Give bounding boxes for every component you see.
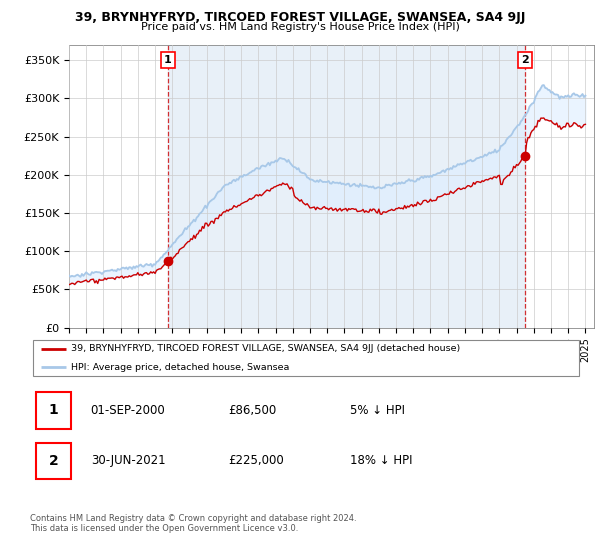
Text: 2: 2 — [521, 55, 529, 65]
Text: 18% ↓ HPI: 18% ↓ HPI — [350, 454, 413, 468]
Text: Price paid vs. HM Land Registry's House Price Index (HPI): Price paid vs. HM Land Registry's House … — [140, 22, 460, 32]
Text: 1: 1 — [49, 403, 59, 418]
Text: 1: 1 — [164, 55, 172, 65]
Text: 39, BRYNHYFRYD, TIRCOED FOREST VILLAGE, SWANSEA, SA4 9JJ (detached house): 39, BRYNHYFRYD, TIRCOED FOREST VILLAGE, … — [71, 344, 461, 353]
Text: 5% ↓ HPI: 5% ↓ HPI — [350, 404, 405, 417]
Text: 30-JUN-2021: 30-JUN-2021 — [91, 454, 166, 468]
FancyBboxPatch shape — [33, 340, 579, 376]
Text: 01-SEP-2000: 01-SEP-2000 — [91, 404, 166, 417]
Text: £225,000: £225,000 — [229, 454, 284, 468]
FancyBboxPatch shape — [35, 392, 71, 429]
Text: Contains HM Land Registry data © Crown copyright and database right 2024.
This d: Contains HM Land Registry data © Crown c… — [30, 514, 356, 534]
Text: 2: 2 — [49, 454, 59, 468]
Bar — [168, 45, 525, 328]
Text: HPI: Average price, detached house, Swansea: HPI: Average price, detached house, Swan… — [71, 363, 290, 372]
Text: £86,500: £86,500 — [229, 404, 277, 417]
Text: 39, BRYNHYFRYD, TIRCOED FOREST VILLAGE, SWANSEA, SA4 9JJ: 39, BRYNHYFRYD, TIRCOED FOREST VILLAGE, … — [75, 11, 525, 24]
FancyBboxPatch shape — [35, 442, 71, 479]
